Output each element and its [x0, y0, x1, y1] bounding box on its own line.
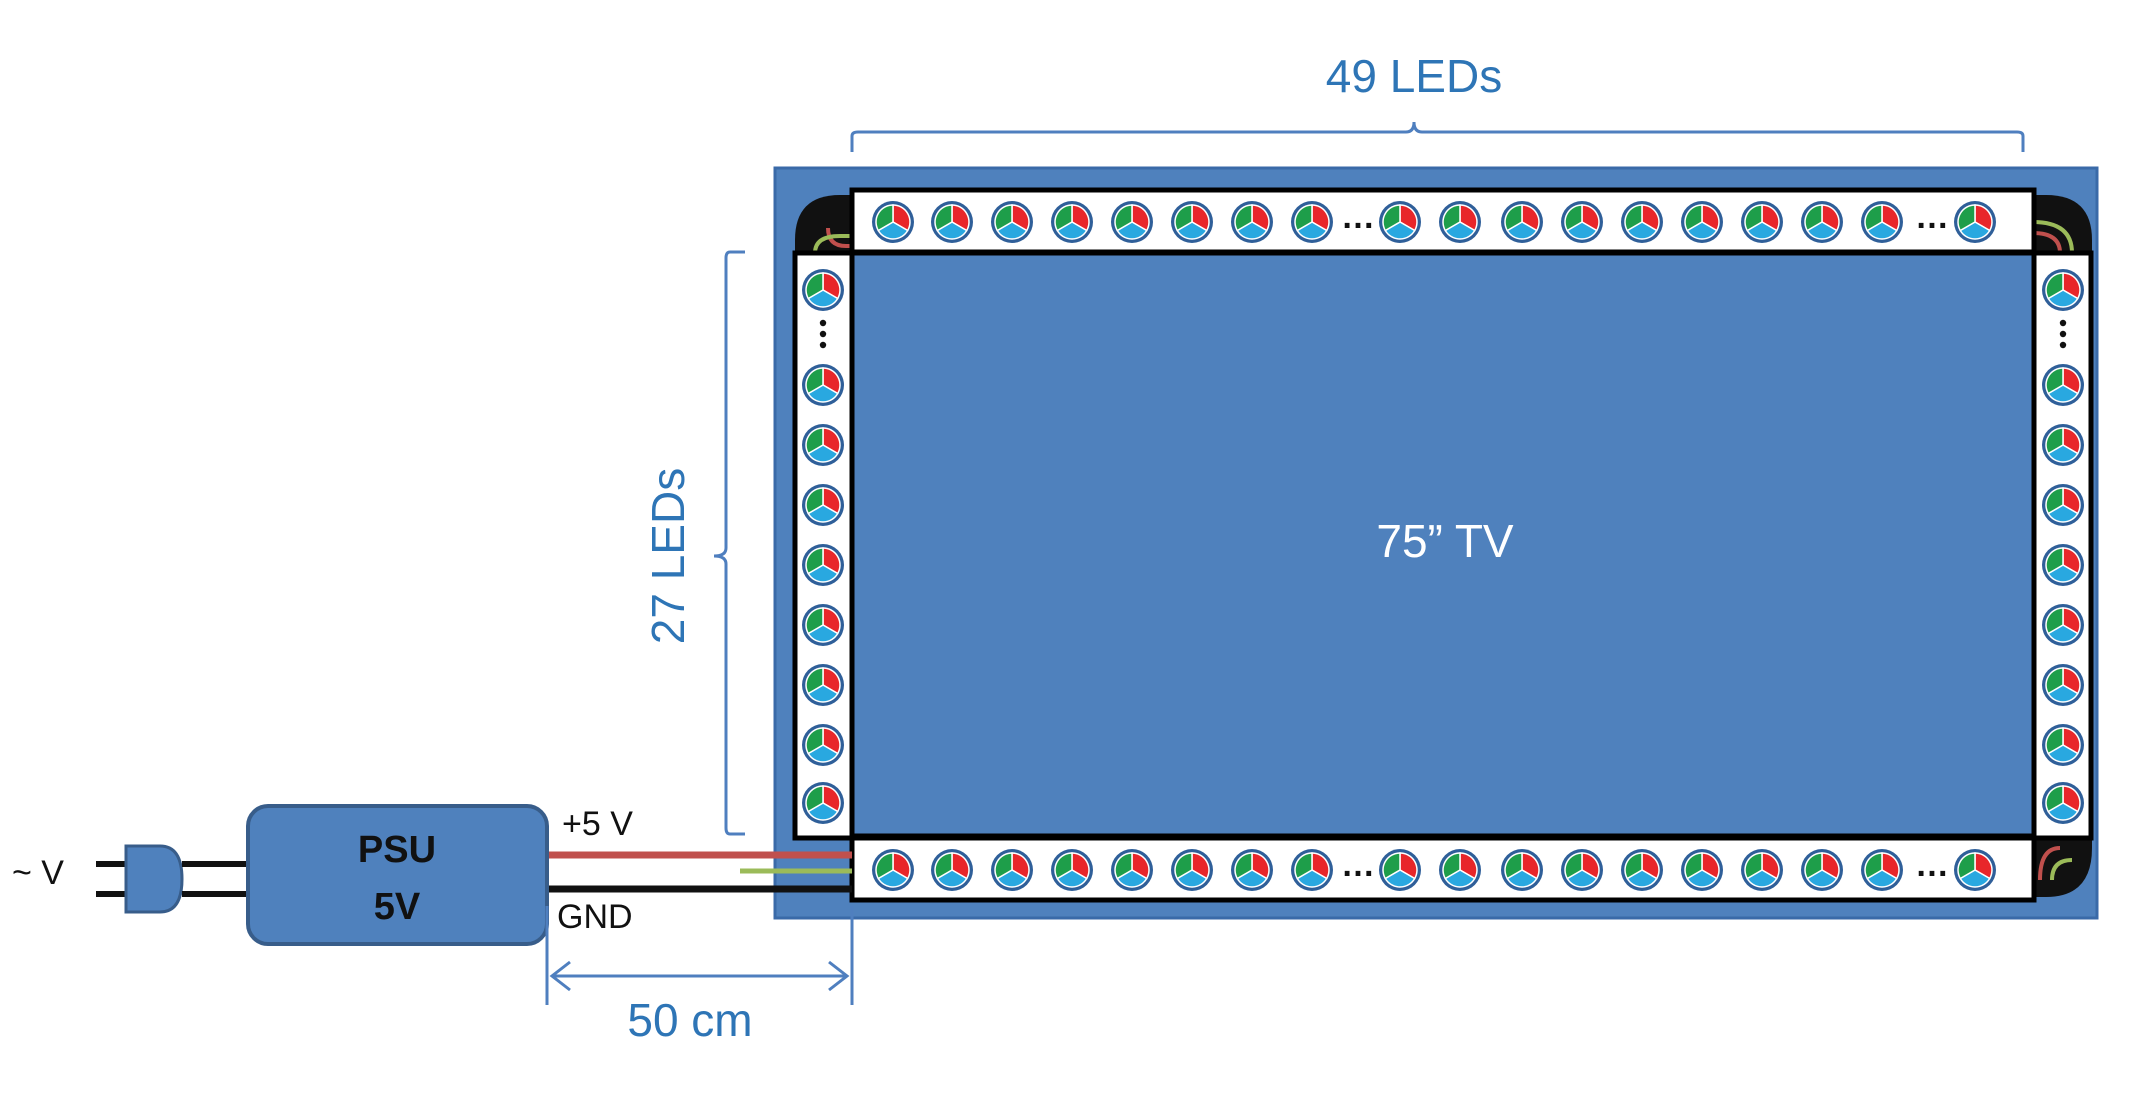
- led-left-8: [802, 782, 844, 824]
- led-bottom-6: [1231, 849, 1273, 891]
- led-left-4: [802, 544, 844, 586]
- led-left-0: [802, 269, 844, 311]
- led-top-11: [1561, 201, 1603, 243]
- led-top-15: [1801, 201, 1843, 243]
- led-bottom-5: [1171, 849, 1213, 891]
- led-left-7: [802, 724, 844, 766]
- led-right-6: [2042, 664, 2084, 706]
- top-leds-bracket: [850, 121, 2025, 152]
- corner-wire-red-tl: [826, 227, 852, 248]
- side-leds-bracket: [713, 250, 745, 836]
- led-column-right: [2042, 269, 2084, 824]
- ac-plug: [96, 844, 248, 914]
- psu-label-line2: 5V: [374, 886, 421, 928]
- corner-connector-top-left: [795, 195, 852, 253]
- corner-wire-green-br: [2050, 858, 2073, 881]
- led-top-2: [991, 201, 1033, 243]
- led-left-2: [802, 424, 844, 466]
- led-right-4: [2042, 544, 2084, 586]
- corner-connectors: [795, 195, 2092, 897]
- led-bottom-13: [1681, 849, 1723, 891]
- gnd-label: GND: [557, 898, 633, 936]
- led-top-0: [872, 201, 914, 243]
- led-bottom-9: [1439, 849, 1481, 891]
- led-right-0: [2042, 269, 2084, 311]
- led-bottom-15: [1801, 849, 1843, 891]
- corner-wire-red-tr: [2032, 231, 2062, 254]
- strip-ellipses: … … … …: [1341, 198, 1949, 884]
- led-top-12: [1621, 201, 1663, 243]
- corner-wire-green-tr: [2032, 220, 2074, 254]
- ellipsis-bottom-1: …: [1341, 846, 1375, 884]
- plus5v-label: +5 V: [562, 805, 633, 843]
- led-row-top: [872, 201, 1996, 243]
- ellipsis-top-2: …: [1915, 198, 1949, 236]
- led-row-bottom: [872, 849, 1996, 891]
- led-bottom-0: [872, 849, 914, 891]
- strip-vertical-ellipses: [819, 319, 2067, 349]
- top-leds-label: 49 LEDs: [1326, 50, 1502, 102]
- ac-voltage-label: ~ V: [12, 854, 64, 892]
- led-right-8: [2042, 782, 2084, 824]
- led-top-16: [1861, 201, 1903, 243]
- led-bottom-17: [1954, 849, 1996, 891]
- corner-connector-top-right: [2033, 195, 2092, 253]
- led-top-9: [1439, 201, 1481, 243]
- led-column-left: [802, 269, 844, 824]
- led-right-7: [2042, 724, 2084, 766]
- led-top-3: [1051, 201, 1093, 243]
- led-bottom-7: [1291, 849, 1333, 891]
- led-right-2: [2042, 424, 2084, 466]
- led-top-5: [1171, 201, 1213, 243]
- side-leds-label: 27 LEDs: [642, 468, 694, 644]
- corner-wire-green-tl: [813, 234, 852, 254]
- led-right-3: [2042, 484, 2084, 526]
- led-bottom-14: [1741, 849, 1783, 891]
- ellipsis-top-1: …: [1341, 198, 1375, 236]
- psu-label-line1: PSU: [358, 829, 436, 871]
- dimension-arrow-right: [828, 960, 850, 992]
- led-right-1: [2042, 364, 2084, 406]
- cable-length-label: 50 cm: [627, 994, 752, 1046]
- led-left-5: [802, 604, 844, 646]
- led-top-17: [1954, 201, 1996, 243]
- plug-body: [124, 844, 184, 914]
- tv-screen: [846, 250, 2039, 839]
- tv-label: 75” TV: [1376, 515, 1514, 567]
- led-bottom-10: [1501, 849, 1543, 891]
- led-left-1: [802, 364, 844, 406]
- led-bottom-11: [1561, 849, 1603, 891]
- psu-box: [246, 804, 549, 946]
- led-bottom-8: [1379, 849, 1421, 891]
- led-bottom-3: [1051, 849, 1093, 891]
- led-bottom-4: [1111, 849, 1153, 891]
- led-bottom-12: [1621, 849, 1663, 891]
- corner-wire-red-br: [2038, 846, 2061, 881]
- led-top-6: [1231, 201, 1273, 243]
- led-top-7: [1291, 201, 1333, 243]
- led-top-1: [931, 201, 973, 243]
- led-bottom-1: [931, 849, 973, 891]
- led-bottom-16: [1861, 849, 1903, 891]
- dimension-arrow-left: [549, 960, 571, 992]
- led-top-4: [1111, 201, 1153, 243]
- led-bottom-2: [991, 849, 1033, 891]
- led-top-10: [1501, 201, 1543, 243]
- ellipsis-bottom-2: …: [1915, 846, 1949, 884]
- led-right-5: [2042, 604, 2084, 646]
- led-top-14: [1741, 201, 1783, 243]
- led-top-8: [1379, 201, 1421, 243]
- led-left-3: [802, 484, 844, 526]
- led-top-13: [1681, 201, 1723, 243]
- led-left-6: [802, 664, 844, 706]
